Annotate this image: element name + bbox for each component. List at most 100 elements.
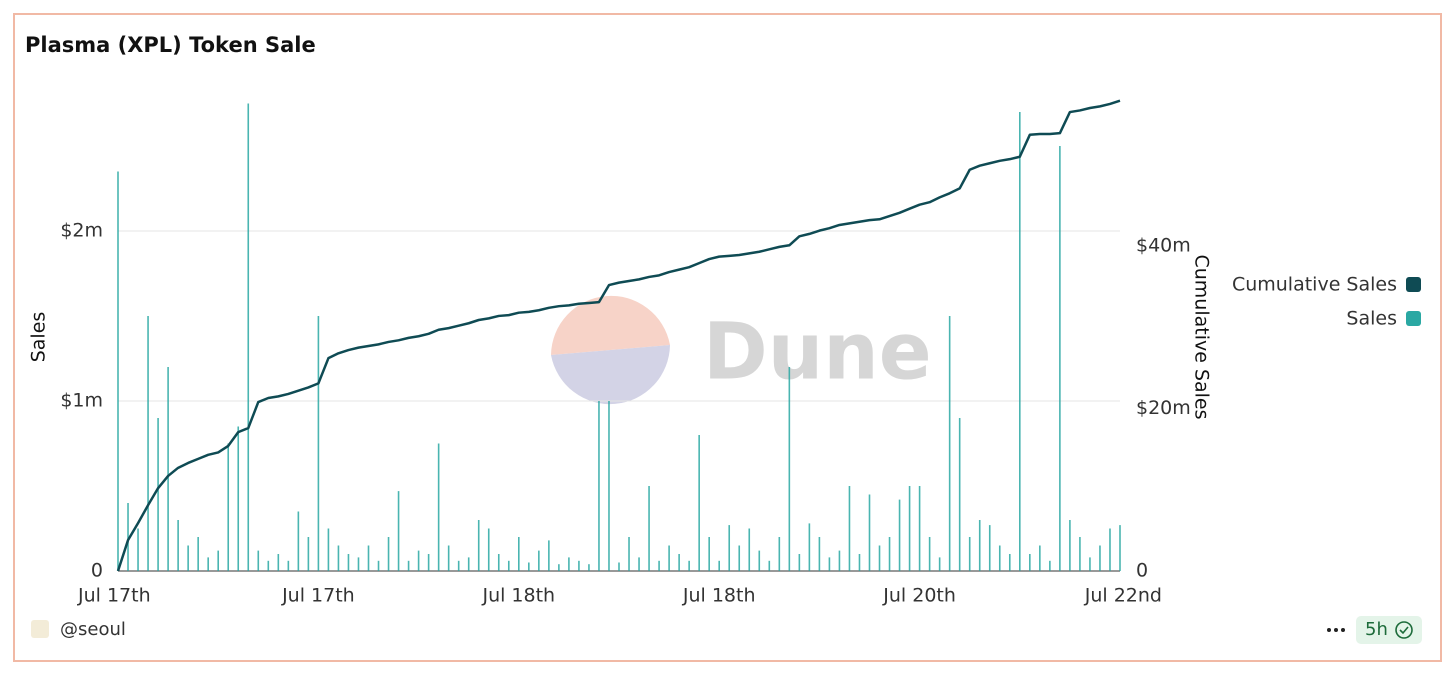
bar [437,443,440,571]
bar [998,545,1001,571]
bar [117,171,119,571]
bar [938,557,941,571]
bar [608,401,610,571]
footer: @seoul 5h [31,616,1422,644]
bar [387,537,390,571]
bar [798,554,801,571]
bar [277,554,280,571]
bar [407,560,410,571]
bar [197,537,199,571]
bar [1089,557,1091,571]
bar [788,367,791,571]
bar [417,550,420,571]
bar [908,486,911,571]
bar [748,528,751,571]
bar [978,520,981,571]
bar [327,528,330,571]
bar [838,550,841,571]
legend-swatch [1406,277,1421,292]
bar [1099,545,1101,571]
age: 5h [1365,619,1388,640]
bar [257,550,260,571]
bar [1029,554,1031,571]
bar [968,537,971,571]
bar-series [117,103,1121,571]
bar [1039,545,1041,571]
bar [618,562,620,571]
bar [317,316,320,571]
bar [147,316,149,571]
author-avatar[interactable] [31,620,49,638]
bar [558,564,560,571]
bar [708,537,710,571]
bar [858,554,861,571]
x-tick-label: Jul 18th [481,585,555,607]
bar [187,545,189,571]
verified-check [1399,626,1409,635]
bar [848,486,851,571]
bar [878,545,881,571]
bar [728,525,731,571]
bar [1059,146,1061,571]
bar [167,367,169,571]
menu-dot [1334,628,1338,632]
bar [447,545,450,571]
bar [958,418,961,571]
more-menu[interactable] [1327,628,1345,632]
bar [628,537,630,571]
bar [217,550,219,571]
bar [528,562,530,571]
bar [568,557,570,571]
bar [427,554,430,571]
bar [347,554,350,571]
author[interactable]: @seoul [60,619,126,640]
bar [658,560,660,571]
bar [267,560,270,571]
bar [1019,112,1021,571]
bar [718,560,720,571]
bar [688,560,690,571]
bar [868,494,871,571]
chart-title: Plasma (XPL) Token Sale [25,33,316,57]
legend-label: Sales [1346,308,1397,330]
bar [307,537,310,571]
card-frame [13,13,1442,662]
y2-tick-label: $40m [1136,235,1191,257]
x-tick-label: Jul 22nd [1084,585,1162,607]
bar [818,537,821,571]
bar [1008,554,1011,571]
watermark-logo-bottom [551,345,670,405]
y2-tick-label: 0 [1136,560,1148,582]
bar [538,550,540,571]
verified-icon [1395,621,1413,639]
bar [548,540,550,571]
bar [457,560,460,571]
menu-dot [1327,628,1331,632]
y-axis-label: Sales [28,312,50,363]
bar [367,545,370,571]
bar [127,503,129,571]
bar [337,545,340,571]
bar [377,560,380,571]
bar [698,435,700,571]
watermark-text: Dune [703,307,932,397]
bar [888,537,891,571]
bar [918,486,921,571]
bar [397,491,400,571]
bar [157,418,159,571]
legend-swatch [1406,311,1421,326]
bar [497,554,500,571]
plot-area: 0 $1m $2m 0 $20m $40m Jul 17th Jul 17th Jul 18th… [60,99,1191,607]
watermark-logo-top [551,295,670,355]
bar [1109,528,1111,571]
y2-axis-label: Cumulative Sales [1191,254,1213,419]
bar [137,528,139,571]
legend-label: Cumulative Sales [1232,274,1397,296]
bar [1069,520,1071,571]
age-badge[interactable] [1356,616,1422,644]
bar [808,523,811,571]
bar [638,557,640,571]
x-tick-label: Jul 17th [77,585,151,607]
